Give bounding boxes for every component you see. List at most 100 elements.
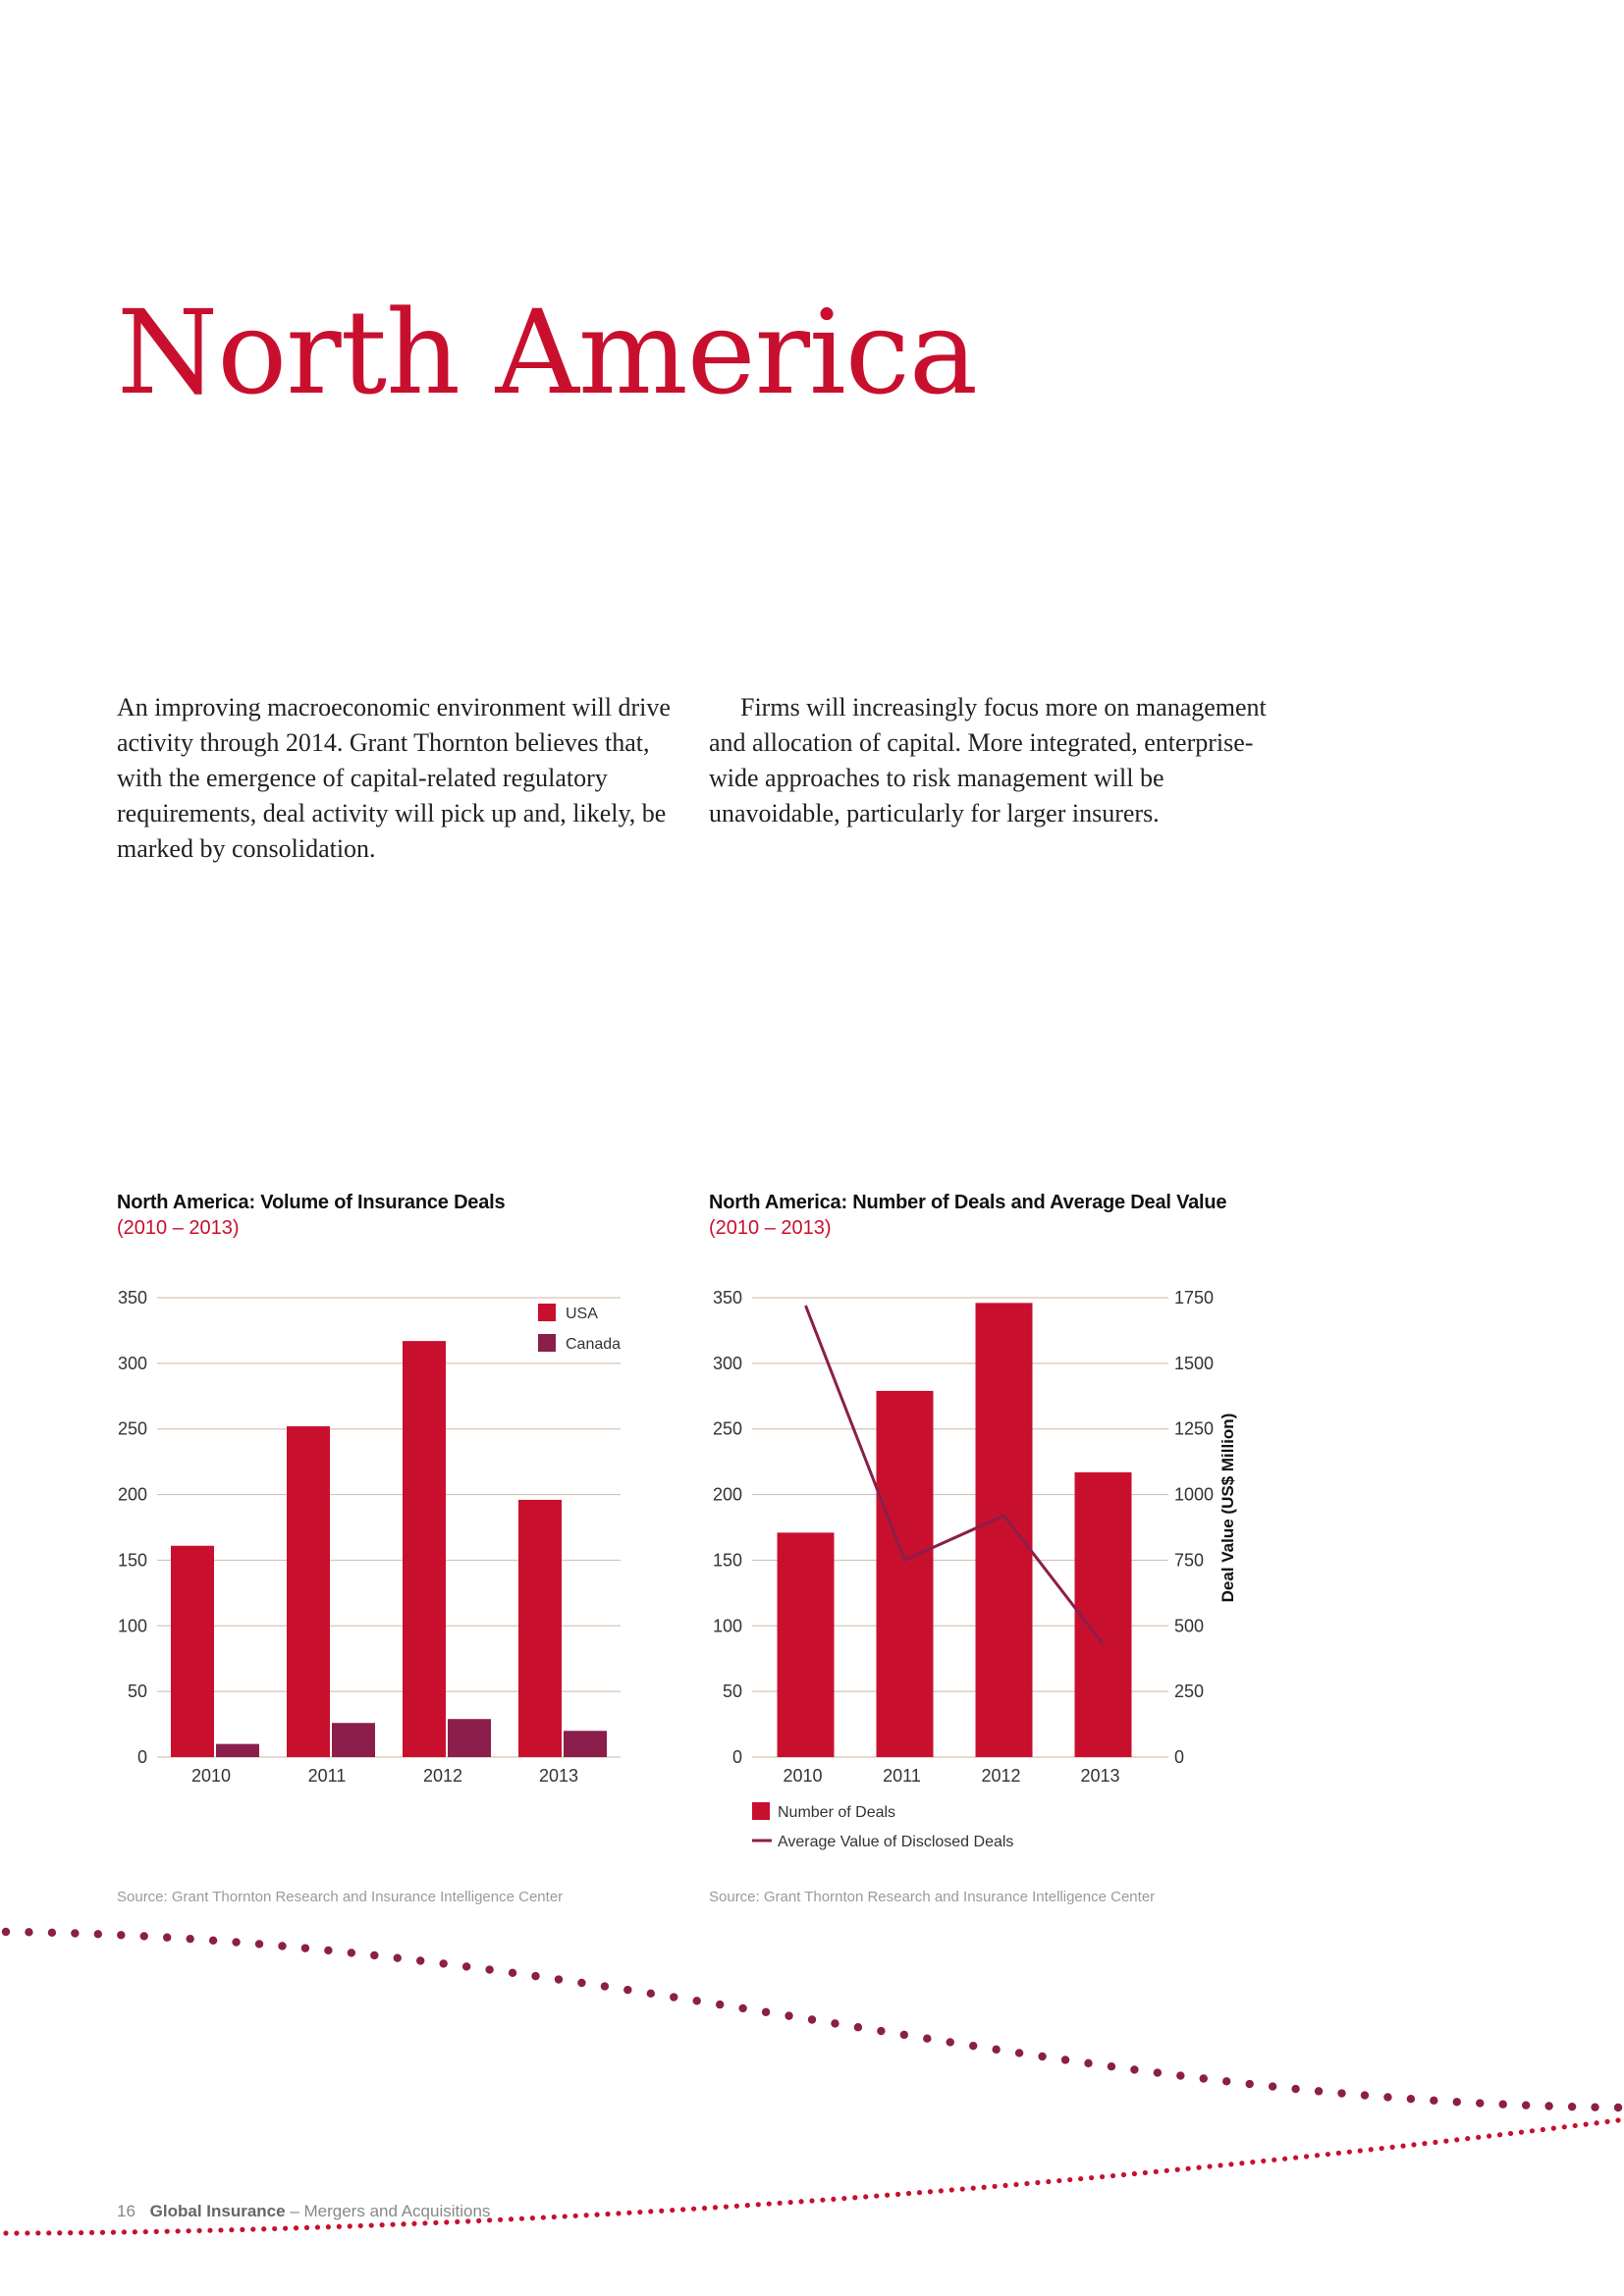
x-tick-label: 2012 — [423, 1766, 462, 1786]
decorative-dot — [946, 2038, 954, 2047]
x-tick-label: 2013 — [539, 1766, 578, 1786]
chart2-subtitle: (2010 – 2013) — [709, 1217, 832, 1239]
decorative-dot-small — [1496, 2132, 1503, 2138]
bar-number-of-deals — [1074, 1471, 1132, 1757]
decorative-dot — [600, 1982, 610, 1991]
decorative-dot — [47, 1928, 57, 1938]
decorative-dot — [715, 2000, 725, 2009]
decorative-dot — [623, 1985, 632, 1995]
decorative-dot-small — [88, 2229, 95, 2236]
decorative-dot-small — [293, 2225, 299, 2231]
decorative-dot-small — [723, 2204, 730, 2210]
decorative-dot — [785, 2011, 793, 2020]
decorative-dot — [1521, 2101, 1531, 2109]
decorative-dot-small — [1035, 2179, 1041, 2186]
decorative-dot — [1314, 2087, 1324, 2096]
y-tick-label: 200 — [713, 1485, 742, 1505]
decorative-dot-small — [1594, 2120, 1599, 2126]
y2-tick-label: 1500 — [1174, 1354, 1214, 1373]
decorative-dot-small — [787, 2199, 793, 2206]
decorative-dot-small — [1422, 2141, 1428, 2147]
decorative-dot — [1107, 2061, 1116, 2071]
decorative-dot-small — [99, 2229, 106, 2235]
intro-paragraph-left: An improving macroeconomic environment w… — [117, 693, 671, 863]
y-tick-label: 300 — [118, 1354, 147, 1373]
decorative-dot — [923, 2034, 932, 2043]
decorative-dot-small — [1357, 2148, 1363, 2154]
decorative-dot-small — [659, 2208, 665, 2214]
decorative-dot-small — [379, 2222, 385, 2228]
legend-label-number-of-deals: Number of Deals — [778, 1804, 895, 1821]
decorative-dot-small — [648, 2209, 654, 2215]
decorative-dot — [1199, 2074, 1208, 2083]
decorative-dot-small — [1089, 2174, 1095, 2181]
decorative-dot-small — [1583, 2121, 1589, 2127]
y2-tick-label: 500 — [1174, 1616, 1204, 1635]
intro-paragraph-right: Firms will increasingly focus more on ma… — [709, 693, 1267, 828]
decorative-dot-small — [733, 2203, 739, 2209]
decorative-dot-small — [14, 2230, 20, 2236]
x-tick-label: 2011 — [883, 1766, 921, 1786]
page-number: 16 — [117, 2202, 135, 2220]
decorative-dotted-curves — [1, 1927, 1623, 2236]
decorative-dot-small — [218, 2227, 224, 2233]
decorative-dot — [1383, 2093, 1392, 2102]
decorative-dot-small — [1196, 2164, 1202, 2170]
decorative-dot-small — [497, 2216, 504, 2222]
decorative-dot-small — [1529, 2128, 1536, 2134]
legend-label-average-value: Average Value of Disclosed Deals — [778, 1834, 1013, 1850]
decorative-dot-small — [153, 2228, 159, 2234]
decorative-dot-small — [1293, 2155, 1299, 2161]
decorative-dot-small — [777, 2200, 783, 2206]
decorative-dot-small — [1379, 2145, 1384, 2152]
decorative-dot-small — [1335, 2150, 1341, 2156]
decorative-dot-small — [1067, 2176, 1073, 2183]
y-tick-label: 50 — [723, 1682, 742, 1701]
decorative-dot-small — [303, 2224, 310, 2230]
legend-label-canada: Canada — [566, 1336, 621, 1353]
bar-usa — [518, 1499, 562, 1757]
decorative-dot-small — [852, 2195, 858, 2201]
decorative-dot-small — [476, 2217, 482, 2223]
decorative-dot-small — [444, 2219, 450, 2225]
chart2-source: Source: Grant Thornton Research and Insu… — [709, 1889, 1156, 1905]
y-tick-label: 50 — [128, 1682, 147, 1701]
line-average-value — [804, 1305, 1105, 1645]
decorative-dot-small — [1507, 2130, 1514, 2137]
chart1-title: North America: Volume of Insurance Deals — [117, 1192, 506, 1213]
decorative-dot-small — [357, 2222, 363, 2229]
decorative-dot-small — [594, 2212, 600, 2217]
chart1-subtitle: (2010 – 2013) — [117, 1217, 240, 1239]
decorative-dot-small — [970, 2185, 976, 2191]
decorative-dot — [370, 1950, 379, 1960]
decorative-dot-small — [981, 2184, 987, 2190]
decorative-dot — [485, 1965, 494, 1974]
x-tick-label: 2011 — [308, 1766, 347, 1786]
bar-usa — [287, 1426, 330, 1757]
y-tick-label: 200 — [118, 1485, 147, 1505]
decorative-dot-small — [46, 2230, 52, 2236]
y2-tick-label: 0 — [1174, 1747, 1184, 1767]
y-tick-label: 100 — [118, 1616, 147, 1635]
decorative-dot — [139, 1932, 148, 1941]
decorative-dot-small — [325, 2224, 331, 2230]
y-tick-label: 0 — [137, 1747, 147, 1767]
footer-separator: – — [285, 2202, 304, 2220]
y-tick-label: 350 — [713, 1288, 742, 1308]
bar-number-of-deals — [777, 1532, 835, 1757]
y-tick-label: 350 — [118, 1288, 147, 1308]
decorative-dot — [1153, 2068, 1163, 2077]
decorative-dot-small — [314, 2224, 321, 2230]
decorative-dot-small — [1174, 2166, 1180, 2172]
decorative-dot — [93, 1930, 103, 1939]
y-tick-label: 100 — [713, 1616, 742, 1635]
decorative-dot — [531, 1971, 540, 1981]
y-tick-label: 300 — [713, 1354, 742, 1373]
decorative-dot-small — [766, 2201, 772, 2207]
decorative-dot-small — [831, 2196, 837, 2202]
decorative-dot-small — [272, 2225, 278, 2232]
decorative-dot-small — [1272, 2157, 1277, 2163]
decorative-dot-small — [465, 2218, 471, 2224]
chart2-deals-and-value: 0 50 100 150 200 250 300 350 0 250 500 750 1000 1250 1… — [713, 1288, 1237, 1850]
decorative-dot — [1268, 2082, 1277, 2091]
